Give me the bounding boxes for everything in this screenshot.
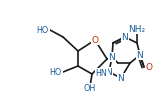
Text: OH: OH [84,83,96,93]
Text: HO: HO [50,68,62,77]
Text: O: O [146,62,153,72]
Text: N: N [109,52,115,62]
Text: O: O [92,35,99,45]
Text: N: N [118,74,124,83]
Text: N: N [137,51,143,60]
Text: HN: HN [95,68,107,77]
Text: N: N [122,33,128,41]
Text: HO: HO [37,26,49,35]
Text: NH₂: NH₂ [128,24,146,33]
Text: N: N [106,68,112,77]
